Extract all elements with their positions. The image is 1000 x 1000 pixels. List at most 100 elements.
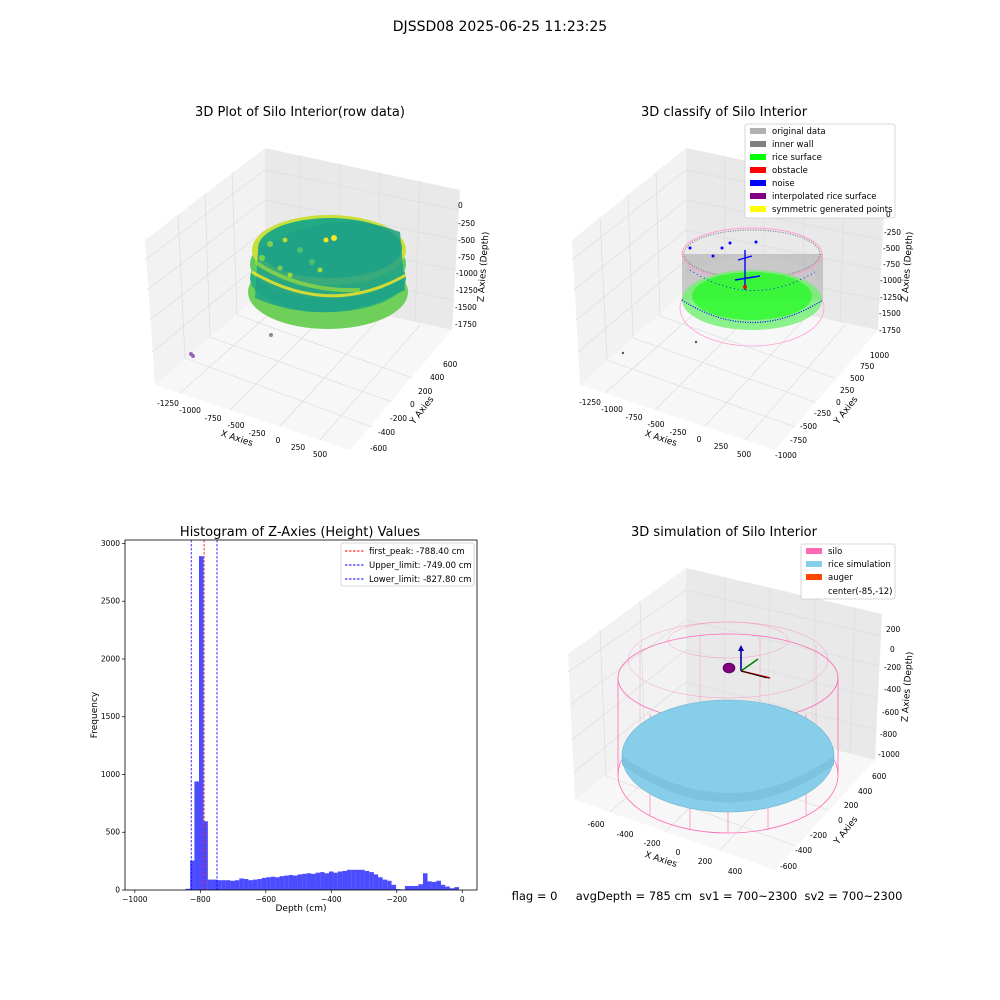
sim-y-tick: 200 xyxy=(844,801,859,810)
sim-pane-back-left xyxy=(568,568,686,800)
classify-pane-back-left xyxy=(572,148,686,385)
histogram-bar xyxy=(342,870,347,890)
classify-y-tick: 250 xyxy=(840,386,855,395)
sim-y-tick: -200 xyxy=(810,831,827,840)
raw-y-tick: 200 xyxy=(418,387,433,396)
panel-simulation-title: 3D simulation of Silo Interior xyxy=(631,525,818,540)
classify-y-tick: -1000 xyxy=(775,451,797,460)
histogram-bar xyxy=(257,879,262,890)
histogram-bar xyxy=(382,879,388,890)
histogram-bar xyxy=(288,874,293,890)
panel-classify-title: 3D classify of Silo Interior xyxy=(641,105,808,120)
panel-histogram: Histogram of Z-Axies (Height) Values −10… xyxy=(90,525,478,914)
histogram-bar xyxy=(414,885,419,890)
classify-y-tick: -500 xyxy=(800,422,817,431)
legend-swatch xyxy=(806,548,822,554)
legend-entry: auger xyxy=(828,573,853,583)
histogram-frame xyxy=(124,539,478,891)
raw-y-tick: 400 xyxy=(430,373,445,382)
histogram-bar xyxy=(378,877,383,890)
legend-entry: original data xyxy=(772,127,826,137)
histogram-x-label: Depth (cm) xyxy=(275,904,326,914)
histogram-bar xyxy=(194,781,199,890)
histogram-bar xyxy=(320,872,325,890)
raw-z-tick: -1250 xyxy=(456,286,478,295)
panel-histogram-title: Histogram of Z-Axies (Height) Values xyxy=(180,525,420,540)
sim-x-label: X Axies xyxy=(643,850,678,870)
sim-z-tick: -1000 xyxy=(878,750,900,759)
histogram-x-tick-label: −1000 xyxy=(122,895,148,904)
sim-x-tick: 0 xyxy=(676,848,681,857)
legend-swatch xyxy=(750,193,766,199)
raw-y-tick: -400 xyxy=(378,428,395,437)
histogram-y-tick-label: 3000 xyxy=(101,539,120,548)
classify-x-tick: -250 xyxy=(669,428,686,437)
histogram-bar xyxy=(324,873,329,890)
sim-auger xyxy=(722,645,771,679)
sim-y-tick: -400 xyxy=(795,846,812,855)
histogram-bar xyxy=(252,879,258,890)
histogram-y-label: Frequency xyxy=(90,691,100,738)
sim-x-tick: -600 xyxy=(587,820,604,829)
classify-z-tick: -500 xyxy=(883,244,900,253)
histogram-bar xyxy=(275,877,280,890)
raw-y-tick: -600 xyxy=(370,444,387,453)
legend-entry: silo xyxy=(828,547,842,557)
sim-legend: silo rice simulation auger center(-85,-1… xyxy=(800,543,896,600)
raw-z-tick: -250 xyxy=(458,219,475,228)
raw-x-tick: 500 xyxy=(313,450,328,459)
classify-z-tick: -750 xyxy=(883,260,900,269)
legend-swatch xyxy=(750,167,766,173)
raw-x-tick: -1250 xyxy=(157,399,179,408)
classify-y-tick: 750 xyxy=(860,362,875,371)
histogram-bar xyxy=(427,881,432,890)
histogram-bar xyxy=(221,880,226,890)
histogram-y-tick-label: 2500 xyxy=(101,597,120,606)
raw-z-label: Z Axies (Depth) xyxy=(477,231,492,302)
legend-entry: rice surface xyxy=(772,153,822,163)
raw-x-tick: 250 xyxy=(291,443,306,452)
classify-x-tick: 250 xyxy=(714,442,729,451)
histogram-bar xyxy=(212,879,218,890)
legend-swatch xyxy=(750,141,766,147)
raw-y-tick: 600 xyxy=(443,360,458,369)
histogram-bar xyxy=(243,879,249,890)
panel-raw-title: 3D Plot of Silo Interior(row data) xyxy=(195,105,405,120)
raw-pane-back-left xyxy=(145,148,265,385)
histogram-bar xyxy=(431,881,437,890)
panel-raw-data: 3D Plot of Silo Interior(row data) xyxy=(144,105,492,459)
figure-suptitle: DJSSD08 2025-06-25 11:23:25 xyxy=(393,19,607,35)
classify-x-tick: -500 xyxy=(647,420,664,429)
histogram-y-tick-label: 1000 xyxy=(101,770,120,779)
panel-classify: 3D classify of Silo Interior xyxy=(571,105,915,460)
histogram-bar xyxy=(333,872,338,890)
histogram-legend: first_peak: -788.40 cm Upper_limit: -749… xyxy=(340,542,475,587)
histogram-bar xyxy=(329,871,334,890)
histogram-bar xyxy=(355,869,361,890)
classify-x-tick: -1000 xyxy=(601,405,623,414)
legend-entry: rice simulation xyxy=(828,560,891,570)
histogram-bar xyxy=(373,874,379,890)
histogram-bar xyxy=(422,873,428,890)
histogram-y-ticks: 0 500 1000 1500 2000 2500 3000 xyxy=(101,539,125,895)
sim-x-tick: 200 xyxy=(698,857,713,866)
histogram-bar xyxy=(310,873,316,890)
classify-y-tick: -250 xyxy=(814,409,831,418)
classify-y-tick: 0 xyxy=(836,398,841,407)
raw-x-tick: -750 xyxy=(204,414,221,423)
raw-point-cloud xyxy=(189,215,408,358)
histogram-bar xyxy=(387,880,392,890)
classify-z-tick: 0 xyxy=(886,210,891,219)
classify-y-tick: -750 xyxy=(790,436,807,445)
sim-y-tick: -600 xyxy=(780,862,797,871)
sim-x-tick: -400 xyxy=(616,830,633,839)
histogram-bar xyxy=(445,886,450,890)
sim-z-tick: 0 xyxy=(890,645,895,654)
raw-z-tick: -1500 xyxy=(455,303,477,312)
histogram-bar xyxy=(190,860,195,890)
histogram-x-tick-label: 0 xyxy=(460,895,465,904)
histogram-bar xyxy=(203,821,208,890)
histogram-bar xyxy=(391,884,397,890)
histogram-bars xyxy=(185,556,459,890)
status-line: flag = 0 avgDepth = 785 cm sv1 = 700~230… xyxy=(512,889,903,903)
